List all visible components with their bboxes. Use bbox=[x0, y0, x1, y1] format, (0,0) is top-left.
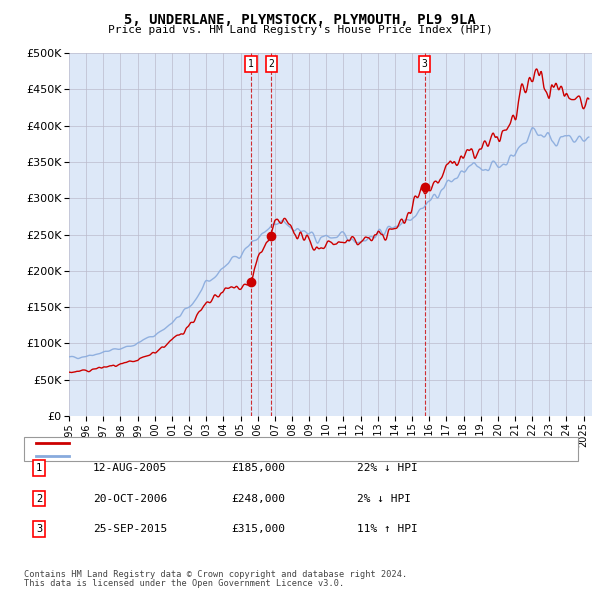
Text: HPI: Average price, detached house, City of Plymouth: HPI: Average price, detached house, City… bbox=[73, 451, 372, 461]
Text: 2% ↓ HPI: 2% ↓ HPI bbox=[357, 494, 411, 503]
Text: 3: 3 bbox=[36, 525, 42, 534]
Text: 2: 2 bbox=[36, 494, 42, 503]
Text: 1: 1 bbox=[248, 59, 254, 69]
Text: 2: 2 bbox=[269, 59, 274, 69]
Text: This data is licensed under the Open Government Licence v3.0.: This data is licensed under the Open Gov… bbox=[24, 579, 344, 588]
Text: 22% ↓ HPI: 22% ↓ HPI bbox=[357, 463, 418, 473]
Text: 5, UNDERLANE, PLYMSTOCK, PLYMOUTH, PL9 9LA (detached house): 5, UNDERLANE, PLYMSTOCK, PLYMOUTH, PL9 9… bbox=[73, 438, 412, 448]
Text: 11% ↑ HPI: 11% ↑ HPI bbox=[357, 525, 418, 534]
Text: 5, UNDERLANE, PLYMSTOCK, PLYMOUTH, PL9 9LA: 5, UNDERLANE, PLYMSTOCK, PLYMOUTH, PL9 9… bbox=[124, 13, 476, 27]
Text: 25-SEP-2015: 25-SEP-2015 bbox=[93, 525, 167, 534]
Text: £185,000: £185,000 bbox=[231, 463, 285, 473]
Text: 1: 1 bbox=[36, 463, 42, 473]
Text: 20-OCT-2006: 20-OCT-2006 bbox=[93, 494, 167, 503]
Text: 3: 3 bbox=[422, 59, 428, 69]
Text: 12-AUG-2005: 12-AUG-2005 bbox=[93, 463, 167, 473]
Text: Price paid vs. HM Land Registry's House Price Index (HPI): Price paid vs. HM Land Registry's House … bbox=[107, 25, 493, 35]
Text: £248,000: £248,000 bbox=[231, 494, 285, 503]
Text: £315,000: £315,000 bbox=[231, 525, 285, 534]
Text: Contains HM Land Registry data © Crown copyright and database right 2024.: Contains HM Land Registry data © Crown c… bbox=[24, 570, 407, 579]
